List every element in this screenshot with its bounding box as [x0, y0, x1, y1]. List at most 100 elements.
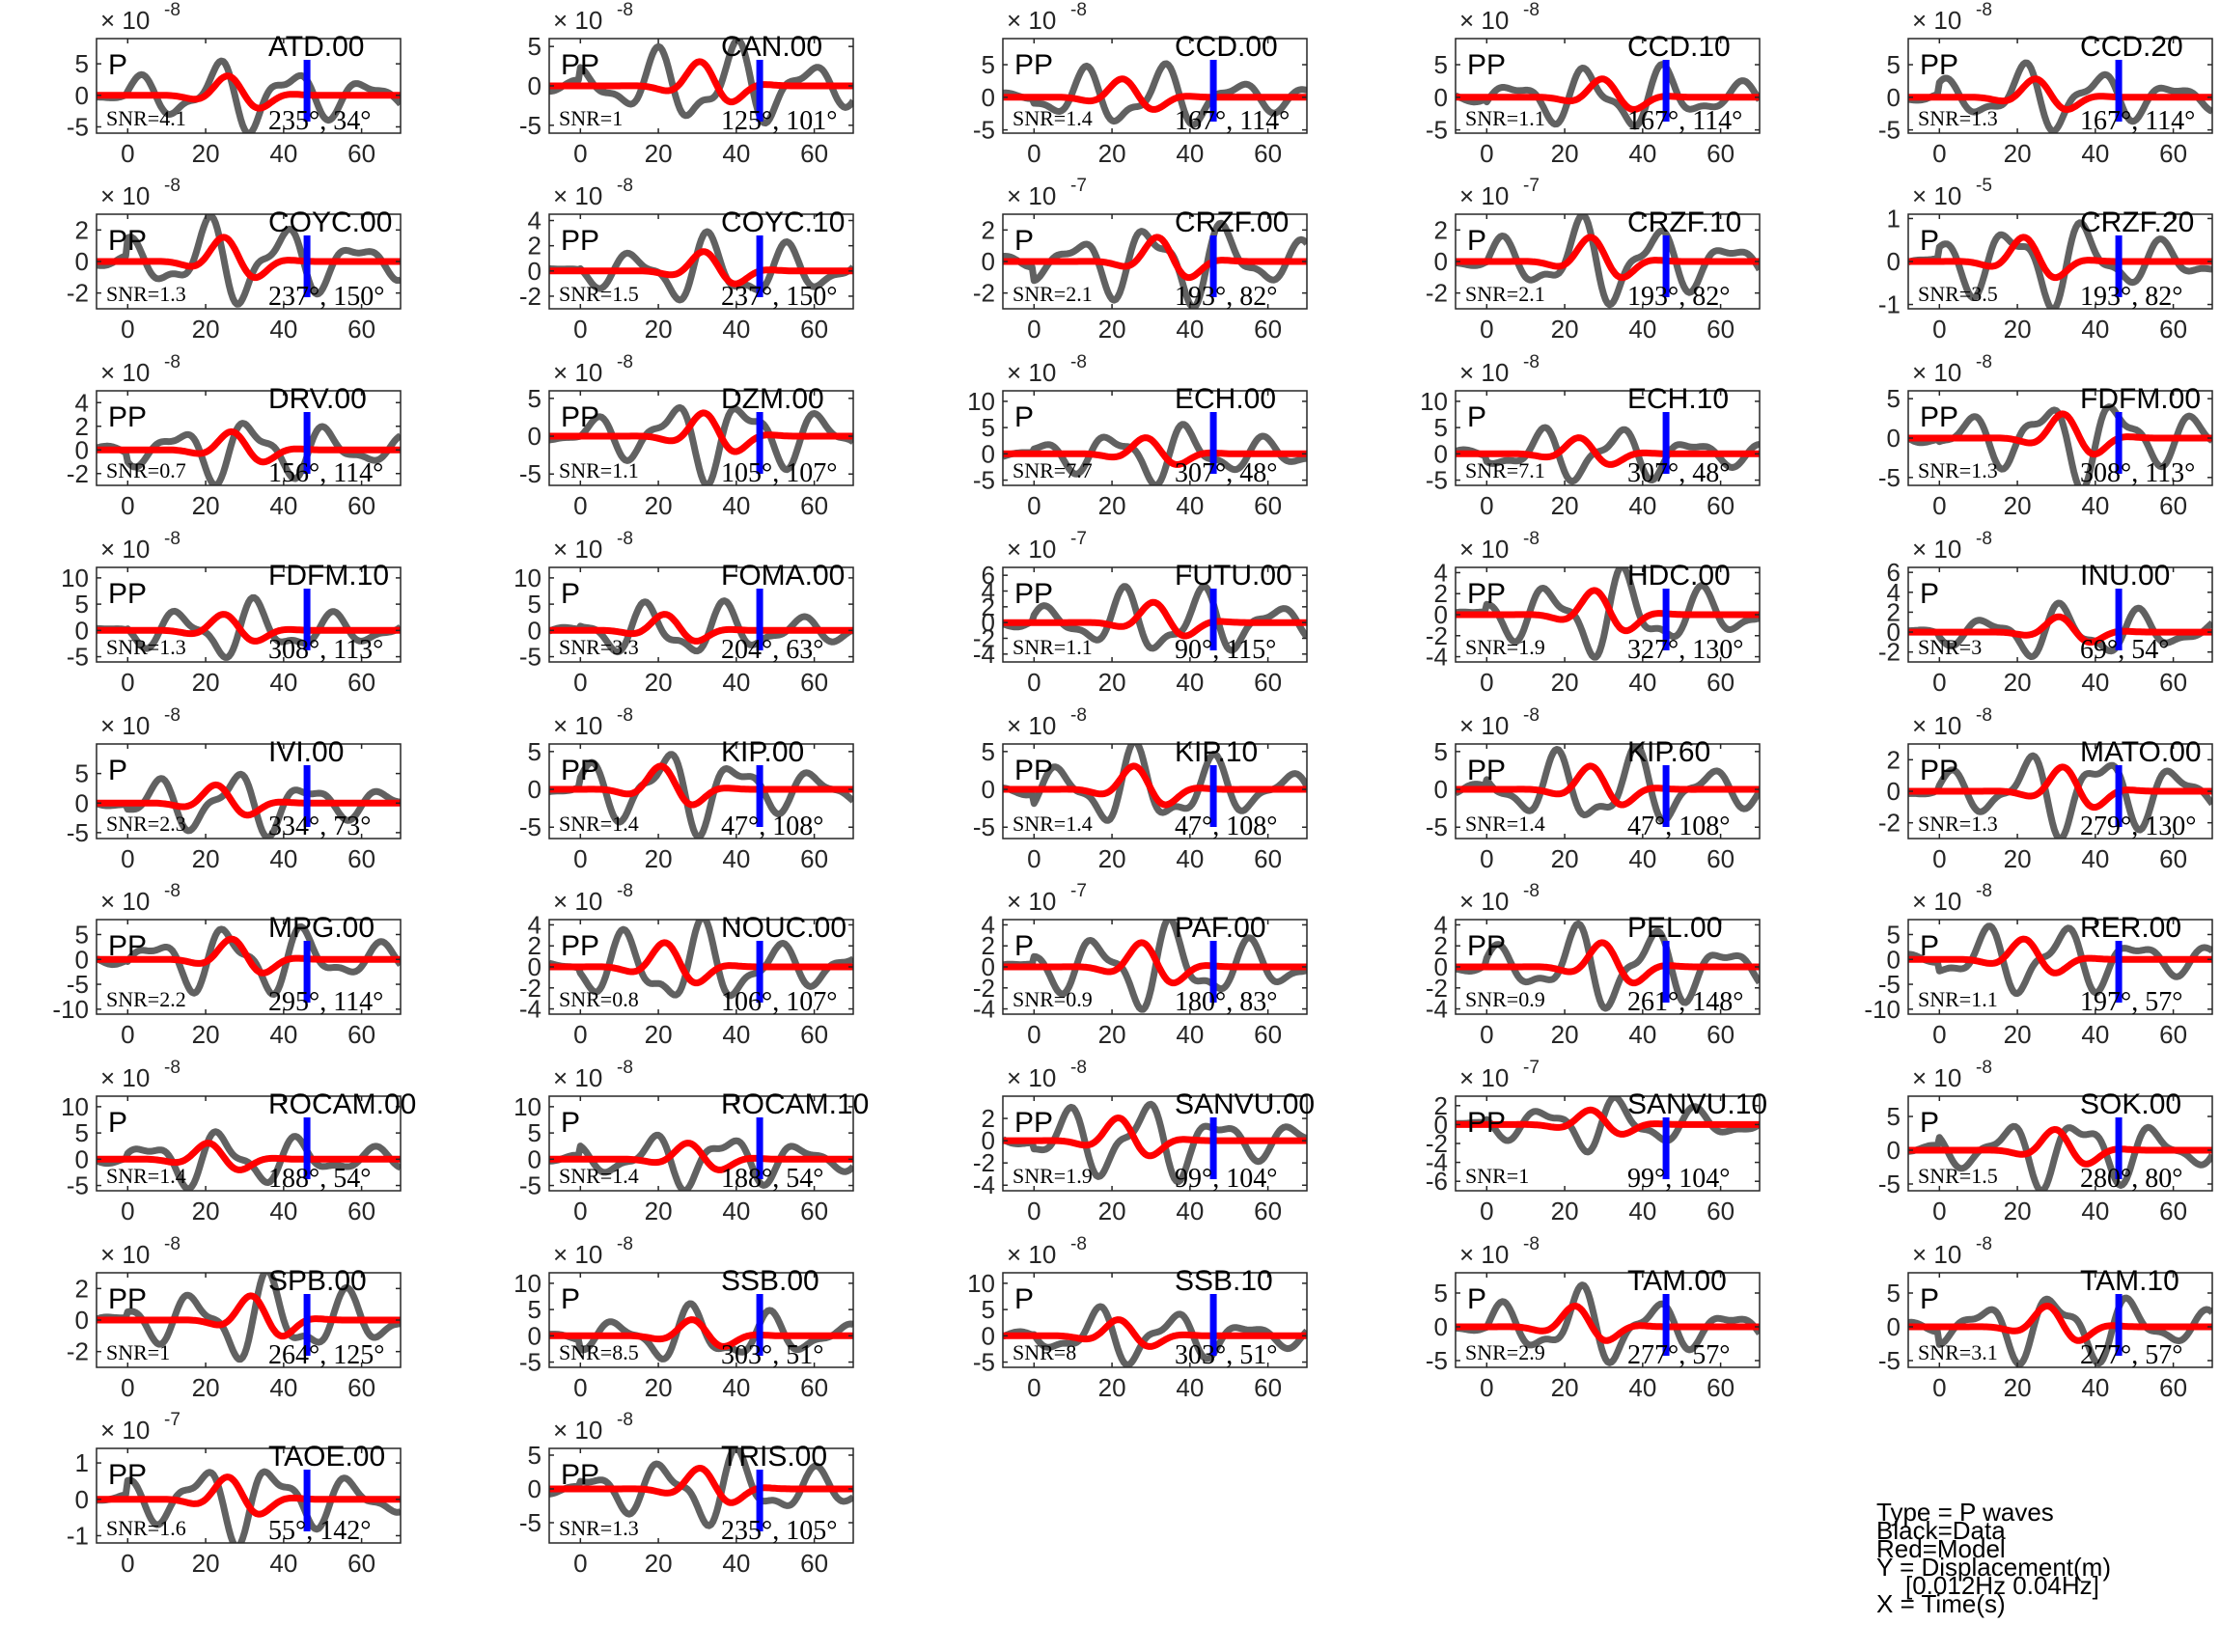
x-tick-label: 60 [2159, 139, 2187, 168]
phase-label: P [108, 755, 127, 786]
panel-traces [1456, 744, 1760, 825]
x-tick-label: 60 [347, 844, 375, 873]
y-tick-label: -5 [519, 1348, 541, 1377]
panel-traces [549, 1448, 853, 1529]
panel-tam-10: 0 20 40 60 -5 0 5 × 10 -8 P TAM.10 SNR=3.1 277°, 57° [1878, 1234, 2213, 1402]
x-tick-label: 0 [121, 1020, 134, 1049]
y-tick-label: 10 [513, 564, 541, 592]
y-tick-label: 0 [982, 1321, 995, 1350]
x-tick-label: 20 [1098, 315, 1126, 344]
model-trace [97, 1292, 401, 1340]
model-trace [549, 58, 853, 106]
azimuth-distance-label: 105°, 107° [721, 458, 837, 488]
y-tick-label: -2 [973, 974, 995, 1003]
y-tick-label: 10 [513, 1092, 541, 1121]
y-tick-label: -5 [519, 812, 541, 841]
y-tick-label: -5 [1426, 466, 1448, 495]
y-tick-label: -5 [973, 116, 995, 145]
x-tick-label: 20 [2004, 844, 2032, 873]
phase-label: P [1014, 930, 1034, 962]
snr-label: SNR=2.3 [106, 812, 186, 836]
y-tick-label: -5 [1878, 970, 1901, 999]
data-trace [1908, 219, 2212, 309]
x-tick-label: 40 [269, 1549, 297, 1578]
x-tick-label: 40 [269, 491, 297, 520]
x-tick-label: 40 [722, 139, 750, 168]
azimuth-distance-label: 334°, 73° [268, 812, 371, 841]
station-label: SSB.10 [1175, 1265, 1273, 1297]
snr-label: SNR=3.5 [1918, 282, 1998, 306]
azimuth-distance-label: 90°, 115° [1175, 635, 1276, 665]
model-trace [1908, 935, 2212, 977]
axes-box [548, 1272, 854, 1368]
snr-label: SNR=1 [1465, 1164, 1529, 1188]
x-tick-label: 0 [1932, 139, 1946, 168]
panel-traces [97, 57, 401, 133]
x-tick-label: 60 [2159, 491, 2187, 520]
x-tick-label: 60 [1707, 668, 1734, 697]
station-label: CCD.00 [1175, 31, 1278, 63]
x-tick-label: 20 [2004, 491, 2032, 520]
panel-ccd-10: 0 20 40 60 -5 0 5 × 10 -8 PP CCD.10 SNR=1.1 167°, 11… [1426, 0, 1761, 168]
azimuth-distance-label: 277°, 57° [1627, 1340, 1730, 1370]
phase-label: PP [1920, 49, 1958, 81]
y-exponent-label: × 10 [100, 1063, 150, 1092]
x-tick-label: 0 [1932, 315, 1946, 344]
station-label: FDFM.10 [268, 560, 389, 592]
panel-traces [1456, 567, 1760, 661]
data-trace [97, 214, 401, 308]
y-tick-label: 0 [528, 257, 541, 286]
panel-mato-00: 0 20 40 60 -2 0 2 × 10 -8 PP MATO.00 SNR=1.3 279°, 1… [1878, 705, 2213, 873]
model-trace [549, 1140, 853, 1173]
snr-label: SNR=3 [1918, 635, 1982, 659]
azimuth-distance-label: 295°, 114° [268, 987, 383, 1017]
phase-label: PP [1920, 401, 1958, 433]
axes-box [1002, 390, 1308, 486]
y-tick-label: 5 [1887, 1102, 1901, 1131]
station-label: CRZF.20 [2080, 206, 2194, 238]
phase-label: PP [1014, 755, 1053, 786]
panel-traces [1908, 1122, 2212, 1191]
x-tick-label: 20 [2004, 1373, 2032, 1402]
x-tick-label: 60 [1254, 315, 1282, 344]
phase-label: PP [1467, 1107, 1506, 1139]
y-tick-label: 5 [982, 50, 995, 79]
y-tick-label: 0 [75, 435, 89, 464]
y-tick-label: 5 [528, 32, 541, 61]
y-exponent-label: × 10 [1912, 6, 1961, 35]
y-tick-label: -5 [1878, 1346, 1901, 1375]
y-exponent-power: -8 [164, 352, 180, 372]
model-trace [1003, 939, 1307, 987]
snr-label: SNR=1.3 [1918, 106, 1998, 130]
y-tick-label: 0 [75, 945, 89, 974]
y-exponent-power: -8 [617, 1234, 633, 1254]
axes-box [1907, 919, 2213, 1015]
data-trace [97, 1128, 401, 1191]
model-trace [97, 234, 401, 282]
y-exponent-power: -7 [1070, 176, 1087, 196]
phase-label: PP [1467, 930, 1506, 962]
y-tick-label: 10 [61, 564, 89, 592]
x-tick-label: 60 [347, 1020, 375, 1049]
axes-box [1002, 1272, 1308, 1368]
x-tick-label: 40 [269, 139, 297, 168]
y-tick-label: -2 [1426, 974, 1448, 1003]
station-label: CCD.20 [2080, 31, 2183, 63]
x-tick-label: 40 [2081, 491, 2109, 520]
y-tick-label: 0 [75, 1306, 89, 1335]
y-exponent-power: -7 [1523, 1058, 1540, 1078]
x-tick-label: 40 [722, 1549, 750, 1578]
x-tick-label: 0 [1027, 844, 1041, 873]
panel-traces [549, 1300, 853, 1363]
x-tick-label: 40 [1176, 315, 1204, 344]
axes-box [1455, 1272, 1761, 1368]
y-tick-label: -2 [67, 279, 89, 308]
phase-label: PP [1467, 578, 1506, 610]
y-tick-label: -5 [973, 466, 995, 495]
phase-label: PP [1467, 755, 1506, 786]
phase-label: P [1920, 225, 1939, 257]
station-label: DZM.00 [721, 383, 824, 415]
